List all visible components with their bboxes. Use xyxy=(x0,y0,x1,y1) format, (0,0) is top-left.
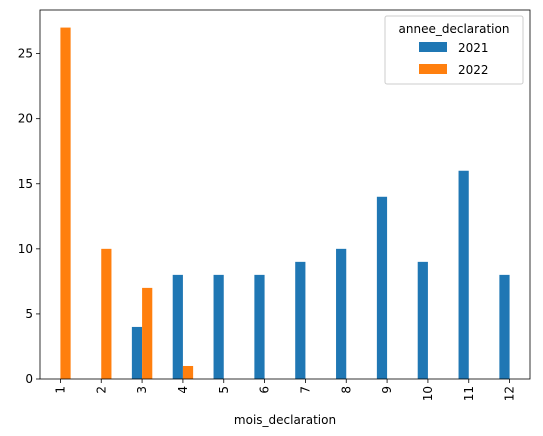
x-tick-label-3: 3 xyxy=(135,386,149,394)
plot-frame xyxy=(39,9,531,380)
x-tick-label-1: 1 xyxy=(53,386,67,394)
legend-item-2022: 2022 xyxy=(419,63,489,77)
x-tick-label-2: 2 xyxy=(94,386,108,394)
x-tick-label-12: 12 xyxy=(503,386,517,401)
legend-swatch-2021 xyxy=(419,42,447,52)
bar-2022-1 xyxy=(60,27,71,379)
x-tick-label-8: 8 xyxy=(339,386,353,394)
bar-2021-12 xyxy=(499,274,510,379)
legend: annee_declaration 2021 2022 xyxy=(384,15,524,85)
bar-2022-4 xyxy=(182,365,194,379)
y-tick-label-5: 5 xyxy=(25,307,33,321)
bar-2021-10 xyxy=(417,261,428,379)
x-tick-label-7: 7 xyxy=(298,386,312,394)
legend-label-2022: 2022 xyxy=(458,63,489,77)
legend-item-2021: 2021 xyxy=(419,41,489,55)
x-tick-label-10: 10 xyxy=(421,386,435,401)
bar-2021-3 xyxy=(131,326,143,379)
x-tick-label-11: 11 xyxy=(462,386,476,401)
x-tick-label-9: 9 xyxy=(380,386,394,394)
y-axis-ticks: 0 5 10 15 20 25 xyxy=(18,47,40,386)
bars-group xyxy=(60,27,510,379)
x-tick-label-6: 6 xyxy=(258,386,272,394)
bar-2021-7 xyxy=(295,261,306,379)
bar-2021-11 xyxy=(458,170,469,379)
x-tick-label-5: 5 xyxy=(217,386,231,394)
y-tick-label-20: 20 xyxy=(18,112,33,126)
bar-2022-3 xyxy=(142,287,153,379)
y-tick-label-10: 10 xyxy=(18,242,33,256)
x-axis-title: mois_declaration xyxy=(234,413,336,427)
y-tick-label-25: 25 xyxy=(18,47,33,61)
legend-title: annee_declaration xyxy=(399,22,510,36)
bar-2021-4 xyxy=(172,274,183,379)
x-axis-ticks: 1 2 3 4 5 6 7 8 9 10 11 12 xyxy=(53,379,517,401)
bar-2021-9 xyxy=(376,196,388,379)
legend-label-2021: 2021 xyxy=(458,41,489,55)
y-tick-label-15: 15 xyxy=(18,177,33,191)
bar-2021-8 xyxy=(336,248,347,379)
legend-swatch-2022 xyxy=(419,64,447,74)
x-tick-label-4: 4 xyxy=(176,386,190,394)
bar-2021-6 xyxy=(254,274,265,379)
bar-2022-2 xyxy=(101,248,112,379)
bar-2021-5 xyxy=(213,274,224,379)
y-tick-label-0: 0 xyxy=(25,372,33,386)
